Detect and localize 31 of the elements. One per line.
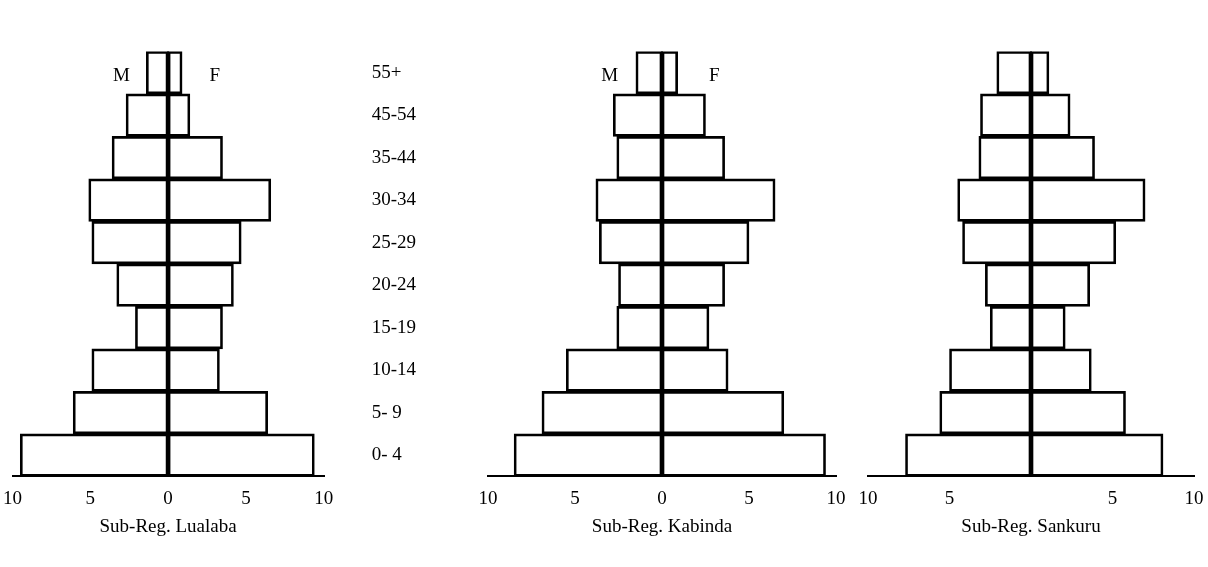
x-tick-label: 5 <box>570 486 580 508</box>
x-tick-label: 5 <box>744 486 754 508</box>
x-tick-label: 10 <box>826 486 846 508</box>
y-tick-label: 45-54 <box>371 103 417 125</box>
x-tick-label: 10 <box>858 486 878 508</box>
series-label: M <box>601 64 619 86</box>
x-tick-label: 5 <box>1107 486 1118 508</box>
y-tick-label: 55+ <box>371 60 402 82</box>
y-tick-label: 20-24 <box>371 273 417 295</box>
x-tick-label: 10 <box>1184 486 1204 508</box>
x-tick-label: 5 <box>85 486 96 508</box>
x-axis-title: Sub-Reg. Sankuru <box>961 514 1102 536</box>
x-tick-label: 5 <box>944 486 955 508</box>
y-tick-label: 5- 9 <box>371 400 402 422</box>
x-axis-title: Sub-Reg. Kabinda <box>591 514 733 536</box>
y-tick-label: 0- 4 <box>371 443 403 465</box>
y-tick-label: 25-29 <box>371 230 416 252</box>
y-tick-label: 35-44 <box>371 145 417 167</box>
y-tick-label: 15-19 <box>371 315 416 337</box>
y-tick-label: 30-34 <box>371 188 417 210</box>
x-tick-label: 0 <box>163 486 173 508</box>
legend-label: F <box>209 64 221 86</box>
x-tick-label: 10 <box>478 486 498 508</box>
x-tick-label: 10 <box>3 486 22 508</box>
legend-label: F <box>708 64 720 86</box>
x-tick-label: 0 <box>657 486 667 508</box>
y-tick-label: 10-14 <box>371 358 417 380</box>
x-axis-title: Sub-Reg. Lualaba <box>99 514 238 536</box>
x-tick-label: 10 <box>314 486 334 508</box>
series-label: M <box>112 64 130 86</box>
x-tick-label: 5 <box>241 486 251 508</box>
